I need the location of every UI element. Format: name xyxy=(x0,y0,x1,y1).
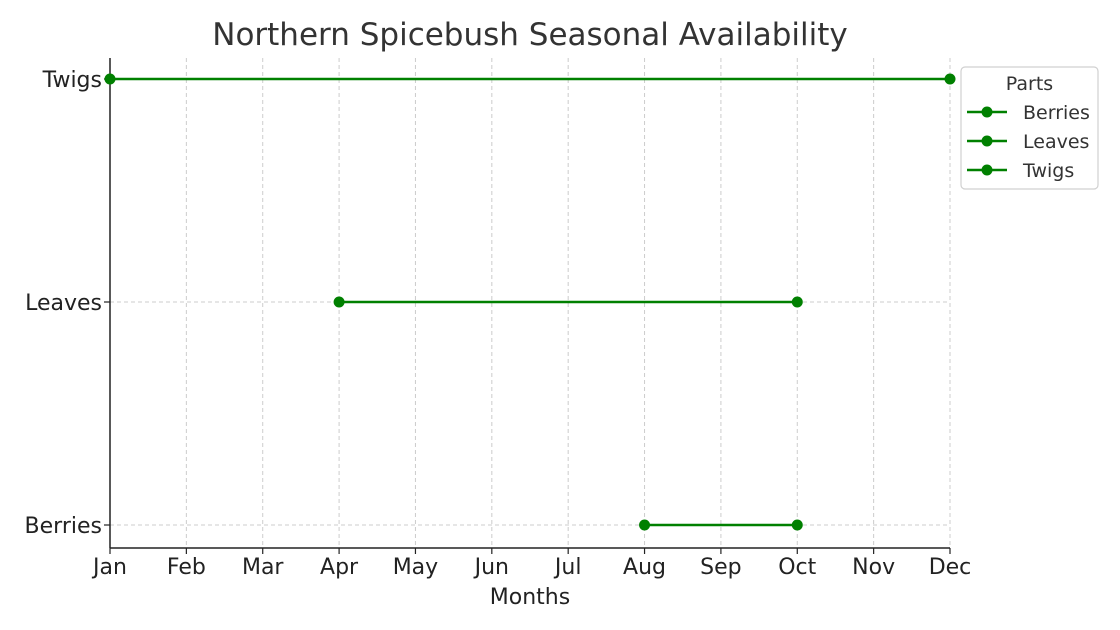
chart-title: Northern Spicebush Seasonal Availability xyxy=(212,17,848,53)
legend-item-leaves: Leaves xyxy=(967,131,1089,153)
legend-marker xyxy=(981,106,993,118)
series-point-end xyxy=(791,519,803,531)
x-tick-label: Apr xyxy=(320,555,359,580)
x-tick-label: Jun xyxy=(473,555,509,580)
series-point-end xyxy=(791,296,803,308)
legend-box xyxy=(960,66,1099,190)
x-tick-label: Oct xyxy=(778,555,816,580)
series-point-start xyxy=(104,73,116,85)
y-axis-ticks: Berries Leaves Twigs xyxy=(25,68,110,539)
x-tick-label: Jan xyxy=(91,555,127,580)
x-tick-label: Feb xyxy=(167,555,206,580)
axes xyxy=(109,58,950,549)
legend-marker xyxy=(981,164,993,176)
x-tick-label: Nov xyxy=(852,555,895,580)
series-leaves xyxy=(333,296,803,308)
x-axis-label: Months xyxy=(490,585,570,610)
legend-marker xyxy=(981,135,993,147)
series-marks xyxy=(104,73,956,531)
x-tick-label: Mar xyxy=(242,555,284,580)
series-point-end xyxy=(944,73,956,85)
x-tick-label: Aug xyxy=(623,555,666,580)
x-axis-ticks: Jan Feb Mar Apr May Jun Jul Aug Sep Oct Nov Dec xyxy=(91,548,971,580)
series-twigs xyxy=(104,73,956,85)
series-berries xyxy=(639,519,803,531)
legend-title: Parts xyxy=(1006,73,1053,95)
legend-label: Twigs xyxy=(1022,160,1074,182)
y-tick-label: Twigs xyxy=(42,68,102,93)
x-tick-label: Sep xyxy=(700,555,741,580)
legend-label: Berries xyxy=(1023,102,1090,124)
x-tick-label: Jul xyxy=(553,555,582,580)
legend-item-twigs: Twigs xyxy=(967,160,1074,182)
legend-label: Leaves xyxy=(1023,131,1089,153)
y-tick-label: Berries xyxy=(25,514,102,539)
legend: Parts Berries Leaves Twigs xyxy=(960,66,1099,190)
y-tick-label: Leaves xyxy=(25,291,102,316)
series-point-start xyxy=(333,296,345,308)
legend-item-berries: Berries xyxy=(967,102,1090,124)
x-tick-label: Dec xyxy=(929,555,972,580)
series-point-start xyxy=(639,519,651,531)
x-tick-label: May xyxy=(393,555,438,580)
